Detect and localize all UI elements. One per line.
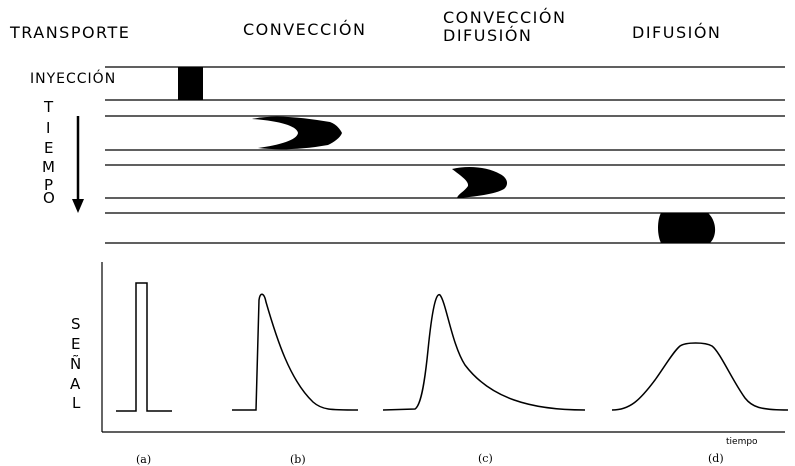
time-axis-letters: T I E M P O <box>42 98 55 207</box>
signal-trace-d <box>611 342 789 411</box>
time-letter: I <box>46 119 50 137</box>
panel-label-a: (a) <box>136 453 151 466</box>
signal-letter: Ñ <box>70 354 81 373</box>
header-convection: CONVECCIÓN <box>243 20 366 39</box>
channel-lines <box>105 66 785 244</box>
diffusion-plug <box>658 213 716 243</box>
signal-trace-a <box>116 282 172 412</box>
time-letter: E <box>44 139 53 157</box>
signal-letter: L <box>72 394 81 412</box>
injection-plug <box>178 67 203 100</box>
header-convection-diffusion-line1: CONVECCIÓN <box>443 8 566 27</box>
signal-trace-c <box>382 294 586 411</box>
signal-letter: E <box>71 335 80 353</box>
panel-label-d: (d) <box>708 452 724 465</box>
time-letter: M <box>42 158 55 176</box>
signal-trace-b <box>232 293 359 411</box>
x-axis-label: tiempo <box>726 437 758 447</box>
convection-plug <box>252 116 342 150</box>
panel-label-b: (b) <box>290 453 306 466</box>
convection-diffusion-plug <box>452 166 508 198</box>
header-transport: TRANSPORTE <box>9 23 130 42</box>
time-letter: T <box>43 98 54 116</box>
time-letter: O <box>43 189 55 207</box>
injection-label: INYECCIÓN <box>30 69 116 87</box>
signal-letter: A <box>70 375 81 393</box>
time-arrow-head <box>72 199 84 213</box>
header-convection-diffusion-line2: DIFUSIÓN <box>443 26 532 45</box>
signal-axes <box>101 262 785 433</box>
panel-label-c: (c) <box>478 452 493 465</box>
time-letter: P <box>44 176 53 194</box>
signal-letter: S <box>71 315 81 333</box>
header-diffusion: DIFUSIÓN <box>632 23 721 42</box>
signal-axis-letters: S E Ñ A L <box>70 315 81 412</box>
